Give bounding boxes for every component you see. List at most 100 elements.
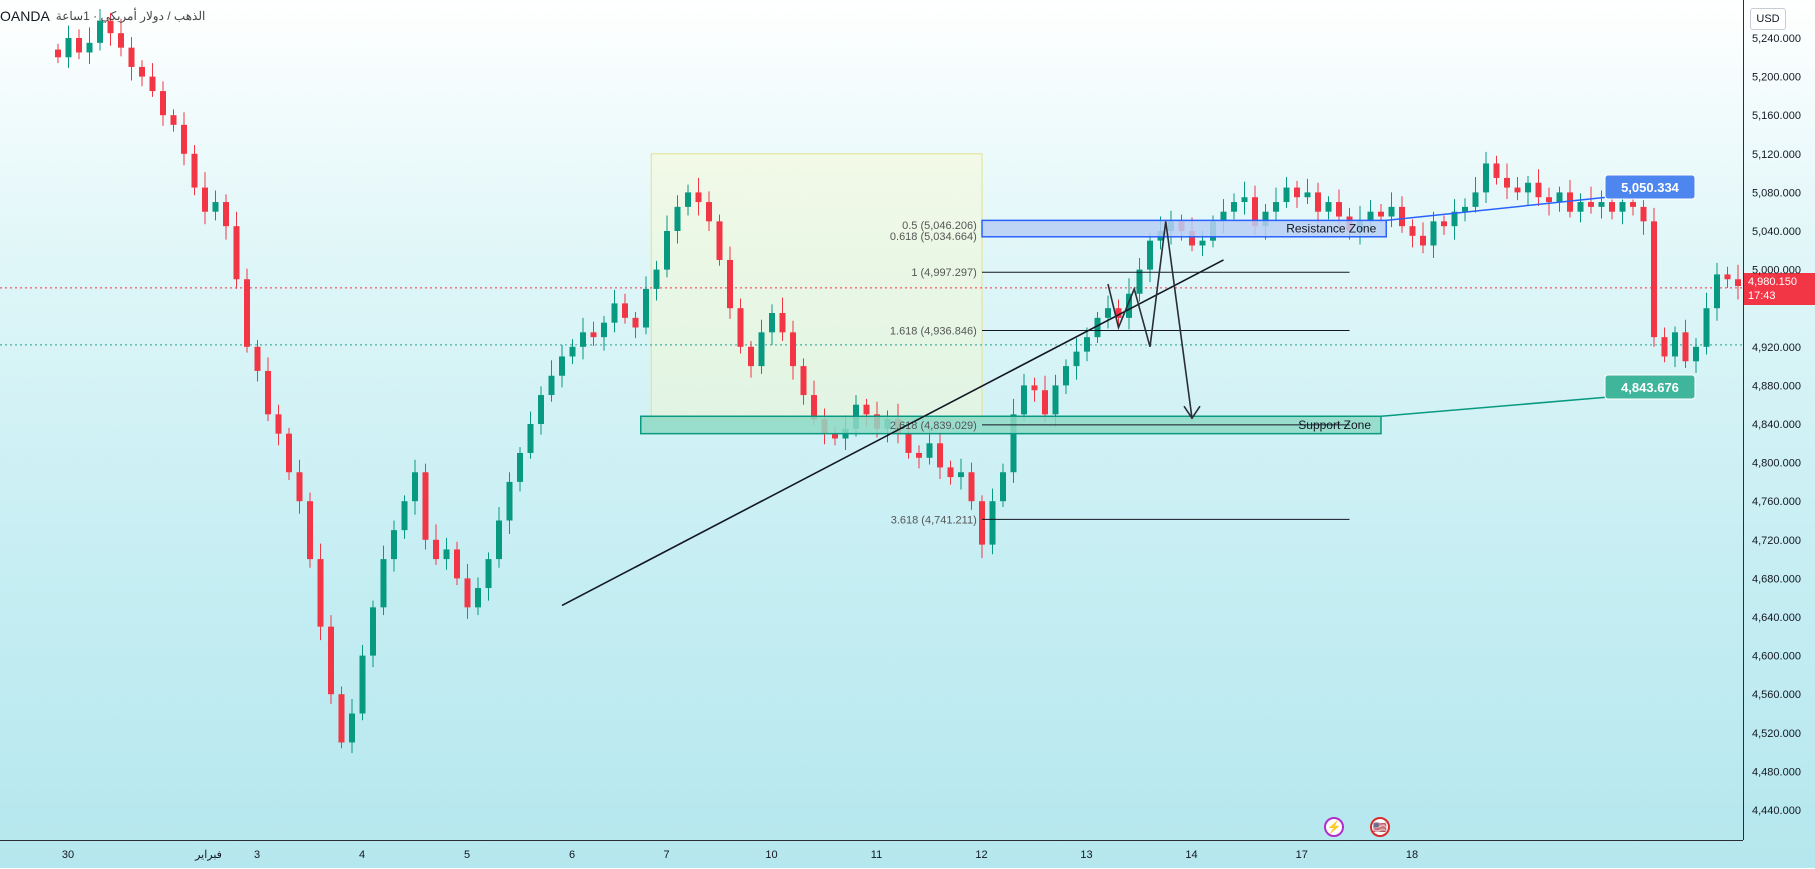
- candle-body: [1420, 235, 1426, 246]
- candle-body: [590, 332, 597, 338]
- candle: [391, 520, 397, 572]
- candle: [76, 29, 82, 60]
- candle-body: [674, 206, 681, 231]
- fib-level-label: 1 (4,997.297): [911, 267, 976, 279]
- candle: [674, 195, 681, 244]
- candle-body: [1535, 182, 1542, 198]
- candle: [244, 268, 250, 353]
- candle-body: [748, 346, 754, 367]
- candle: [275, 404, 282, 446]
- candle: [1294, 180, 1300, 208]
- candle-body: [517, 452, 523, 482]
- symbol-description: الذهب / دولار أمريكي · 1ساعة: [55, 9, 206, 23]
- candle-body: [1031, 385, 1038, 391]
- candle-body: [1063, 366, 1069, 386]
- support-price-tag: [1604, 374, 1696, 400]
- candle-body: [370, 607, 376, 656]
- candle: [1493, 155, 1500, 185]
- candle-body: [1073, 351, 1080, 367]
- candle: [947, 460, 954, 485]
- candle: [149, 63, 156, 97]
- resistance-zone-label: Resistance Zone: [1286, 222, 1376, 236]
- candle: [1672, 326, 1678, 368]
- candle: [632, 312, 639, 339]
- candle: [1273, 187, 1279, 222]
- candle-body: [464, 578, 471, 608]
- candle-body: [1409, 226, 1416, 236]
- last-price-tag: 4,980.150 17:43: [1744, 273, 1815, 305]
- candle: [380, 545, 387, 616]
- candle-body: [275, 414, 282, 434]
- candle: [1441, 215, 1447, 235]
- candle: [1063, 359, 1069, 395]
- time-axis[interactable]: [0, 840, 1743, 869]
- candle: [779, 297, 786, 342]
- candle: [1420, 222, 1426, 254]
- candle: [548, 360, 555, 402]
- fib-level-label: 2.618 (4,839.029): [890, 420, 977, 432]
- candle: [212, 190, 219, 221]
- candle: [1031, 377, 1038, 402]
- candle: [958, 458, 964, 490]
- candle: [1567, 179, 1573, 218]
- candle-body: [1147, 240, 1153, 270]
- candle: [989, 488, 996, 555]
- candle-body: [863, 404, 870, 415]
- candle-body: [706, 202, 712, 222]
- candle-body: [1010, 414, 1017, 473]
- candle-body: [653, 269, 660, 289]
- fib-level-label: 0.5 (5,046.206): [902, 220, 977, 232]
- candle-body: [433, 539, 439, 560]
- candle: [1724, 266, 1731, 288]
- candle: [727, 246, 733, 319]
- candle: [622, 293, 628, 324]
- candle: [1021, 373, 1027, 422]
- symbol-label[interactable]: OANDA: [0, 8, 50, 24]
- candle-body: [937, 443, 943, 468]
- candle: [643, 276, 649, 335]
- candle: [968, 462, 975, 510]
- candle-body: [1504, 177, 1510, 188]
- candle: [664, 215, 670, 278]
- us-flag-icon[interactable]: 🇺🇸: [1370, 817, 1390, 837]
- candle-body: [170, 115, 177, 125]
- candle-body: [359, 655, 366, 714]
- candle: [1735, 264, 1741, 300]
- lightning-icon[interactable]: ⚡: [1324, 817, 1344, 837]
- candle-body: [737, 308, 744, 347]
- candle-body: [65, 38, 72, 58]
- currency-selector[interactable]: USD: [1750, 8, 1786, 30]
- candle-body: [1052, 385, 1059, 415]
- candle: [748, 341, 754, 378]
- candle: [1598, 190, 1605, 219]
- candle-body: [1399, 206, 1405, 227]
- candle: [433, 524, 439, 565]
- candle-body: [1493, 163, 1500, 178]
- candle-body: [979, 501, 985, 545]
- candle: [1283, 176, 1290, 208]
- candle: [307, 492, 313, 568]
- candle: [685, 184, 691, 216]
- candle: [55, 43, 61, 64]
- candle-body: [296, 472, 303, 502]
- candle: [1388, 192, 1395, 228]
- candle-body: [905, 433, 912, 453]
- candle: [223, 194, 229, 240]
- candle-body: [454, 549, 460, 579]
- candle: [1315, 182, 1321, 224]
- candle-body: [286, 433, 292, 473]
- candle: [454, 541, 460, 586]
- candle: [170, 109, 177, 132]
- candle-body: [1000, 472, 1006, 502]
- price-axis[interactable]: [1743, 0, 1815, 840]
- candle: [1703, 292, 1710, 355]
- candle: [1231, 193, 1237, 220]
- candle-body: [832, 433, 838, 439]
- candle-body: [800, 366, 807, 396]
- candle-body: [601, 322, 607, 338]
- candle-body: [1651, 221, 1657, 338]
- fib-level-label: 0.618 (5,034.664): [890, 231, 977, 243]
- candle: [485, 552, 492, 601]
- candle: [1241, 181, 1248, 215]
